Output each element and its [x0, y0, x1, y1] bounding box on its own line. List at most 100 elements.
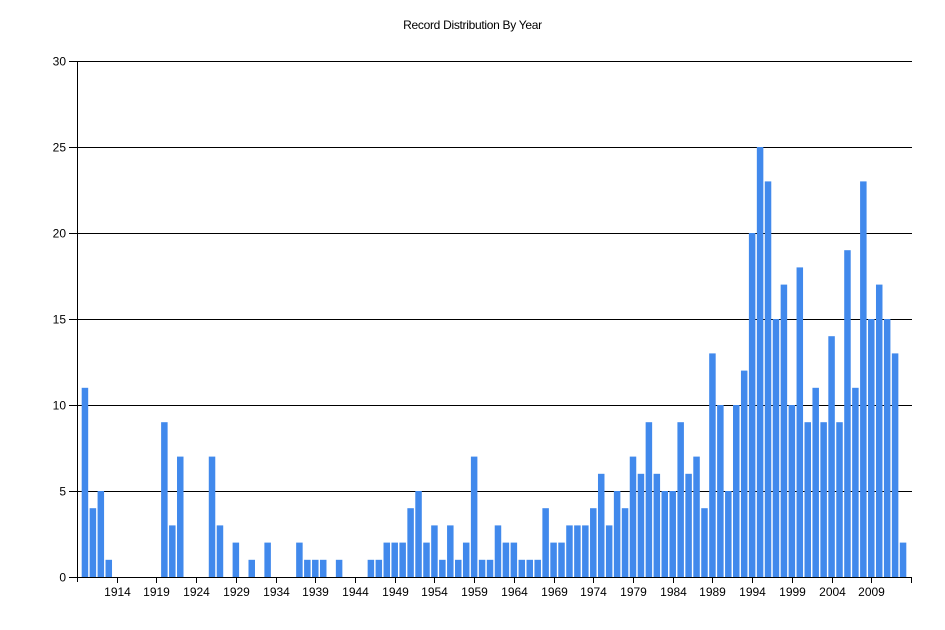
- x-axis-labels: 1914 1919 1924 1929 1934 1939 1944 1949 1954 1959…: [104, 585, 885, 599]
- bar-2001: [804, 422, 811, 577]
- x-tick-label: 1974: [580, 585, 607, 599]
- bar-1921: [169, 525, 176, 577]
- bar-1964: [510, 542, 518, 577]
- bar-1952: [415, 491, 422, 577]
- bar-1954: [431, 525, 438, 577]
- bar-1926: [208, 456, 216, 577]
- x-tick-label: 1929: [223, 585, 250, 599]
- bar-2006: [844, 250, 851, 577]
- bar-1961: [486, 559, 494, 577]
- x-tick-label: 1994: [739, 585, 766, 599]
- bar-1998: [780, 284, 788, 577]
- bar-1922: [177, 456, 184, 577]
- y-tick-label: 5: [59, 485, 66, 499]
- bar-1969: [550, 542, 557, 577]
- bar-1974: [590, 508, 597, 577]
- bar-2005: [836, 422, 843, 577]
- bar-1978: [621, 508, 629, 577]
- bar-1912: [97, 491, 105, 577]
- bar-1939: [312, 559, 319, 577]
- bar-1960: [478, 559, 486, 577]
- bar-1975: [597, 473, 605, 577]
- bar-1972: [574, 525, 581, 577]
- bar-1988: [701, 508, 708, 577]
- bar-1968: [542, 508, 549, 577]
- y-tick-label: 15: [53, 313, 67, 327]
- x-tick-label: 1989: [699, 585, 726, 599]
- bar-1993: [740, 370, 748, 577]
- bar-1959: [470, 456, 478, 577]
- bar-1963: [502, 542, 510, 577]
- bar-2010: [875, 284, 883, 577]
- x-tick-label: 1939: [302, 585, 329, 599]
- bar-1966: [526, 559, 533, 577]
- bar-1971: [566, 525, 573, 577]
- bar-1911: [89, 508, 97, 577]
- x-tick-label: 2009: [858, 585, 885, 599]
- bar-2009: [868, 319, 875, 577]
- axes: [69, 61, 912, 583]
- bar-1962: [494, 525, 502, 577]
- bar-1995: [756, 147, 764, 577]
- chart-title: Record Distribution By Year: [403, 18, 542, 32]
- x-tick-label: 1919: [143, 585, 170, 599]
- y-tick-label: 0: [59, 571, 66, 585]
- bar-1927: [216, 525, 224, 577]
- bar-1946: [367, 559, 375, 577]
- bar-2012: [891, 353, 899, 577]
- x-tick-label: 1984: [660, 585, 687, 599]
- bar-1913: [105, 559, 113, 577]
- bar-1973: [582, 525, 589, 577]
- bar-1933: [264, 542, 271, 577]
- x-tick-label: 1999: [779, 585, 806, 599]
- bar-1957: [455, 559, 462, 577]
- y-tick-label: 25: [53, 141, 67, 155]
- x-tick-label: 1934: [263, 585, 290, 599]
- bar-1937: [296, 542, 303, 577]
- bar-1947: [375, 559, 383, 577]
- bar-1942: [335, 559, 343, 577]
- bar-2000: [796, 267, 804, 577]
- x-tick-label: 1969: [541, 585, 568, 599]
- bar-2007: [852, 387, 859, 577]
- bar-1977: [613, 491, 621, 577]
- bar-1992: [733, 405, 740, 577]
- bar-1979: [629, 456, 637, 577]
- x-tick-label: 1959: [461, 585, 488, 599]
- bar-1983: [661, 491, 669, 577]
- bar-1986: [685, 473, 692, 577]
- bar-1949: [391, 542, 398, 577]
- bar-1931: [248, 559, 255, 577]
- bar-2002: [812, 387, 819, 577]
- bar-2003: [820, 422, 827, 577]
- bar-1948: [383, 542, 391, 577]
- bar-1938: [304, 559, 311, 577]
- x-tick-label: 1944: [342, 585, 369, 599]
- bar-1950: [399, 542, 406, 577]
- bar-1920: [161, 422, 168, 577]
- bar-2008: [860, 181, 867, 577]
- bar-1976: [605, 525, 613, 577]
- bar-1958: [462, 542, 470, 577]
- x-tick-label: 1924: [183, 585, 210, 599]
- bar-1951: [407, 508, 414, 577]
- x-tick-label: 1914: [104, 585, 131, 599]
- bar-1970: [558, 542, 565, 577]
- bar-1984: [669, 491, 676, 577]
- bar-1956: [447, 525, 454, 577]
- y-tick-label: 30: [53, 55, 67, 69]
- bar-2011: [883, 319, 891, 577]
- bar-1999: [788, 405, 796, 577]
- x-tick-label: 2004: [819, 585, 846, 599]
- bar-1953: [423, 542, 430, 577]
- bar-1955: [439, 559, 446, 577]
- bar-1997: [772, 319, 780, 577]
- bar-1985: [677, 422, 684, 577]
- y-tick-label: 20: [53, 227, 67, 241]
- bar-1989: [709, 353, 716, 577]
- bar-1987: [693, 456, 700, 577]
- bar-2013: [899, 542, 907, 577]
- bar-1991: [725, 491, 732, 577]
- x-tick-label: 1949: [382, 585, 409, 599]
